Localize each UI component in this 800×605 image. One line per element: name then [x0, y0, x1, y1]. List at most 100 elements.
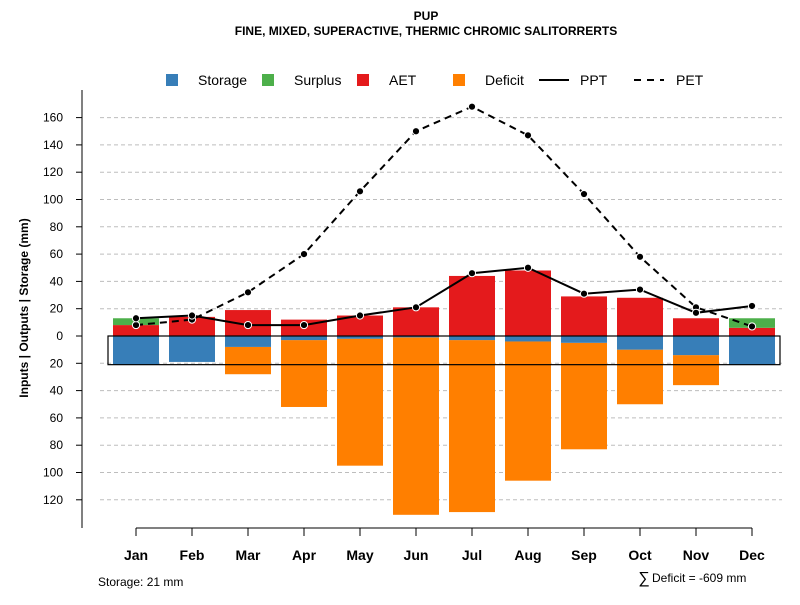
bar-deficit	[505, 341, 551, 481]
pet-line-point	[355, 187, 365, 196]
y-tick-label: 120	[43, 165, 63, 179]
bar-aet	[169, 316, 215, 336]
pet-line-point	[411, 127, 421, 136]
y-tick-label: 100	[43, 193, 63, 207]
bar-aet	[449, 275, 495, 336]
ppt-line-point	[635, 285, 645, 294]
axes: 160 140 120 100 80 60 40 20 0 20 40 60 80 100 120 Jan Fe…	[43, 90, 765, 563]
bar-deficit	[337, 338, 383, 466]
ppt-line-point	[411, 303, 421, 312]
x-tick-label: Sep	[571, 547, 597, 563]
bar-storage	[449, 336, 495, 341]
pet-line-point	[243, 288, 253, 297]
bar-storage	[337, 336, 383, 339]
y-tick-label: 40	[50, 274, 64, 288]
bar-aet	[673, 318, 719, 336]
y-tick-label: 120	[43, 493, 63, 507]
pet-line	[135, 105, 753, 328]
storage-note: Storage: 21 mm	[98, 575, 183, 589]
bar-storage	[225, 336, 271, 347]
bars	[107, 270, 781, 515]
y-tick-label: 60	[50, 247, 64, 261]
pet-line-point	[635, 252, 645, 261]
bar-aet	[337, 315, 383, 336]
y-tick-label: 60	[50, 411, 64, 425]
gridlines	[100, 117, 782, 501]
x-tick-label: Aug	[514, 547, 541, 563]
y-tick-label: 20	[50, 356, 64, 370]
legend: Storage Surplus AET Deficit PPT PET	[166, 72, 704, 88]
y-tick-label: 140	[43, 138, 63, 152]
pet-line-point	[299, 250, 309, 259]
pet-line-point	[579, 189, 589, 199]
y-tick-label: 0	[56, 329, 63, 343]
legend-swatch-aet	[357, 74, 369, 86]
x-tick-label: May	[346, 547, 373, 563]
bar-storage	[673, 336, 719, 356]
bar-aet	[617, 297, 663, 336]
x-tick-label: Dec	[739, 547, 765, 563]
x-tick-label: Apr	[292, 547, 317, 563]
y-tick-label: 20	[50, 302, 64, 316]
deficit-note: Deficit = -609 mm	[652, 571, 746, 585]
y-tick-label: 160	[43, 111, 63, 125]
ppt-line-point	[523, 263, 533, 272]
bar-storage	[729, 336, 775, 365]
x-tick-label: Oct	[628, 547, 652, 563]
bar-storage	[281, 336, 327, 341]
legend-swatch-deficit	[453, 74, 465, 86]
ppt-line-point	[131, 314, 141, 323]
sum-symbol: ∑	[638, 570, 649, 587]
chart-title: PUP	[414, 9, 439, 23]
pet-line-point	[467, 102, 477, 111]
ppt-line-point	[579, 289, 589, 298]
y-axis-label: Inputs | Outputs | Storage (mm)	[17, 218, 31, 397]
bar-storage	[393, 336, 439, 338]
legend-label-pet: PET	[676, 72, 704, 88]
ppt-line-point	[187, 311, 197, 320]
ppt-line-point	[299, 320, 309, 330]
x-tick-label: Jul	[462, 547, 482, 563]
bar-aet	[113, 325, 159, 336]
bar-storage	[169, 336, 215, 362]
bar-aet	[729, 327, 775, 336]
bar-aet	[393, 307, 439, 336]
pet-line-point	[523, 131, 533, 140]
x-tick-label: Nov	[683, 547, 710, 563]
bar-deficit	[617, 349, 663, 405]
ppt-line-point	[747, 301, 757, 311]
bar-deficit	[673, 355, 719, 386]
bar-storage	[561, 336, 607, 343]
legend-swatch-surplus	[262, 74, 274, 86]
x-tick-label: Mar	[236, 547, 261, 563]
ppt-line	[135, 266, 753, 327]
bar-deficit	[449, 340, 495, 513]
legend-label-ppt: PPT	[580, 72, 608, 88]
x-tick-label: Jun	[404, 547, 429, 563]
bar-deficit	[393, 337, 439, 515]
ppt-line-point	[355, 311, 365, 320]
x-tick-label: Jan	[124, 547, 148, 563]
y-tick-label: 100	[43, 466, 63, 480]
bar-deficit	[281, 340, 327, 407]
ppt-line-point	[691, 308, 701, 317]
legend-swatch-storage	[166, 74, 178, 86]
series-lines	[131, 102, 757, 331]
pet-line-point	[747, 322, 757, 331]
ppt-line-point	[467, 269, 477, 278]
pet-line-point	[131, 320, 141, 330]
y-tick-label: 40	[50, 384, 64, 398]
y-tick-label: 80	[50, 438, 64, 452]
storage-capacity-frame	[107, 335, 781, 366]
bar-deficit	[561, 342, 607, 450]
bar-deficit	[225, 346, 271, 375]
bar-aet	[505, 270, 551, 336]
bar-storage	[113, 336, 159, 365]
y-tick-label: 80	[50, 220, 64, 234]
ppt-line-point	[243, 320, 253, 330]
legend-label-aet: AET	[389, 72, 417, 88]
legend-label-deficit: Deficit	[485, 72, 524, 88]
bar-storage	[617, 336, 663, 350]
